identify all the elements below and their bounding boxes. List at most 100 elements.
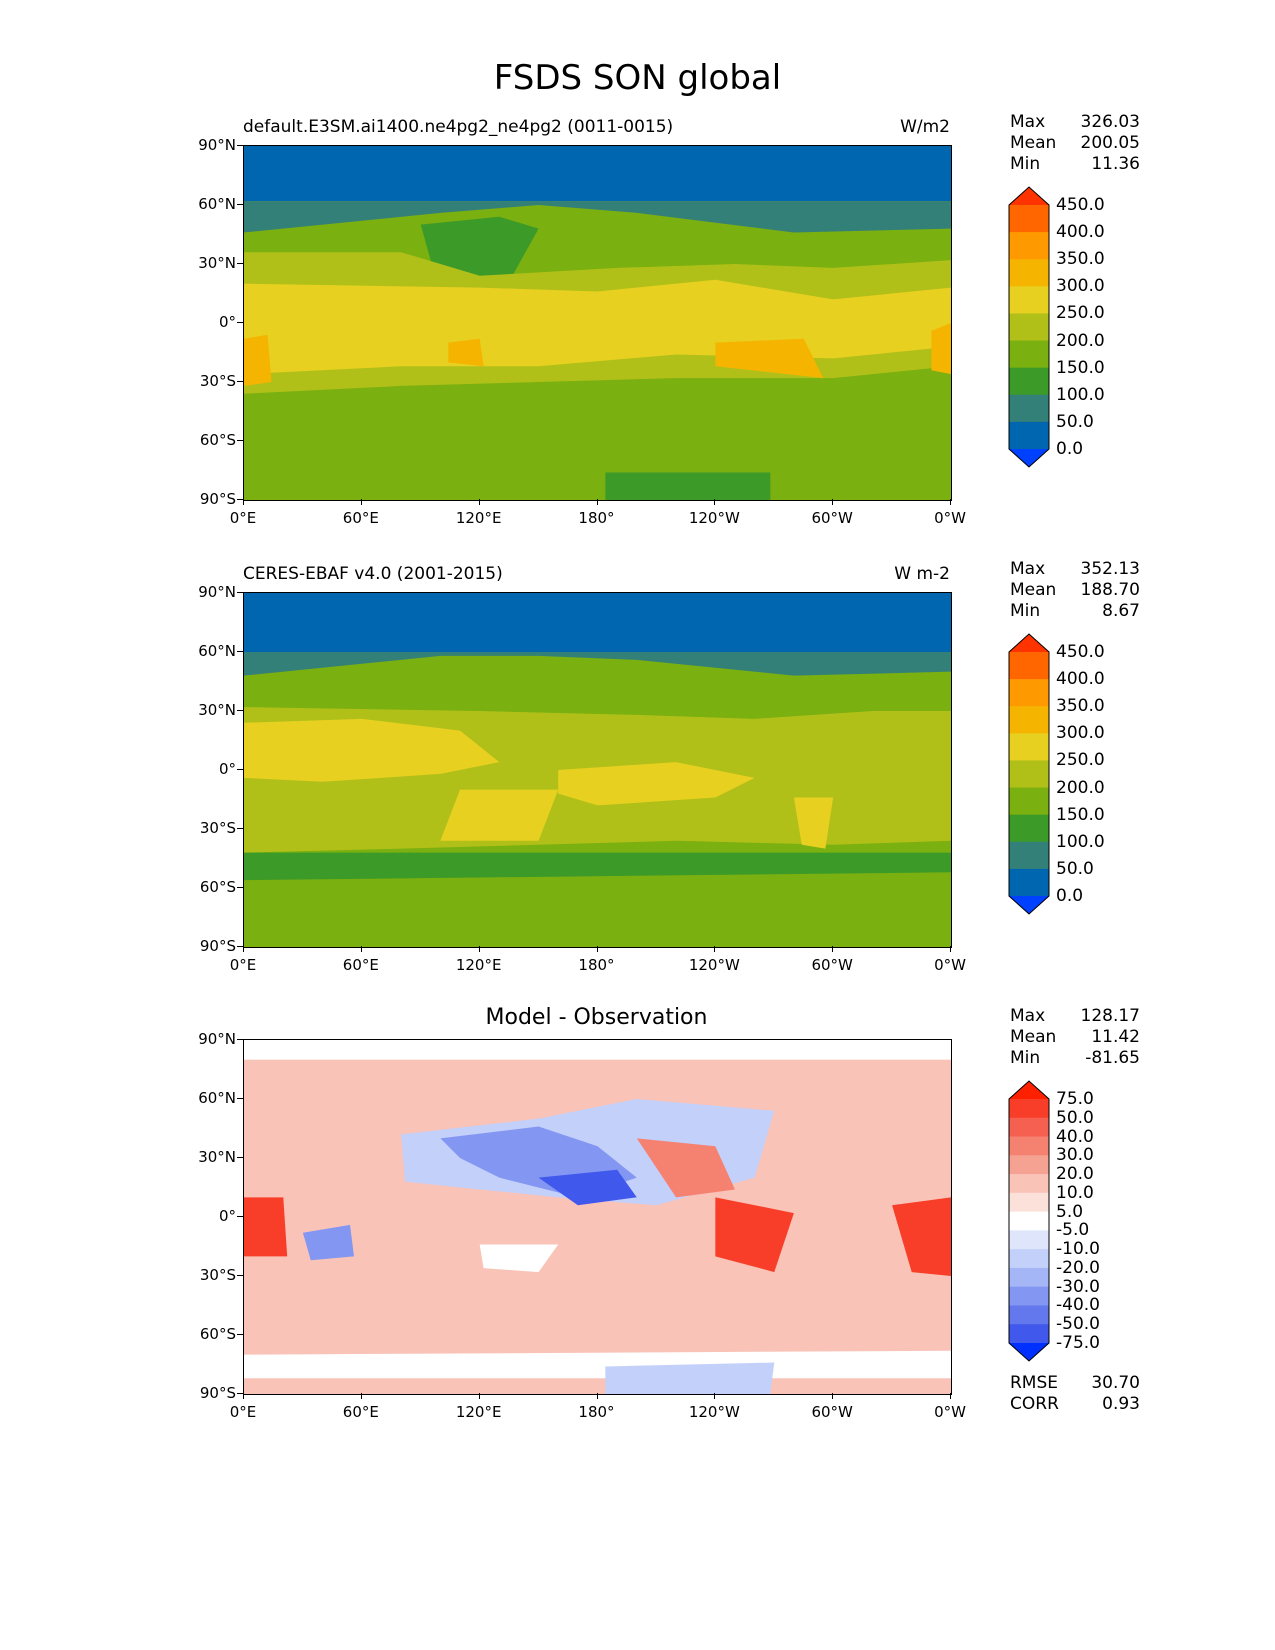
lat-tick-label: 0° xyxy=(218,313,236,331)
stat-max: Max 352.13 xyxy=(1010,559,1140,579)
colorbar-extend-max xyxy=(1009,187,1049,205)
lat-tick-label: 60°S xyxy=(199,1325,236,1343)
colorbar-label: 50.0 xyxy=(1056,411,1094,432)
lat-tick-label: 30°S xyxy=(199,1266,236,1284)
colorbar-label: 150.0 xyxy=(1056,804,1105,825)
lon-tick-label: 60°E xyxy=(342,509,379,527)
colorbar-extend-max xyxy=(1009,634,1049,652)
colorbar-segment xyxy=(1009,706,1049,734)
colorbar-label: 150.0 xyxy=(1056,357,1105,378)
colorbar-outline xyxy=(1008,633,1050,915)
lon-tick-label: 0°W xyxy=(934,1403,966,1421)
colorbar-label: -10.0 xyxy=(1056,1239,1100,1260)
colorbar-extend-min xyxy=(1009,449,1049,467)
lon-tick-mark xyxy=(243,499,244,505)
colorbar-label: 100.0 xyxy=(1056,831,1105,852)
lon-tick-mark xyxy=(478,946,480,952)
colorbar-segment xyxy=(1009,1249,1049,1269)
lon-tick-label: 0°E xyxy=(229,1403,257,1421)
lat-tick-mark xyxy=(237,499,243,500)
lon-tick-label: 120°W xyxy=(688,956,740,974)
lat-tick-mark xyxy=(237,1334,243,1335)
lon-tick-mark xyxy=(478,1393,480,1399)
colorbar-segment xyxy=(1009,841,1049,870)
lat-tick-mark xyxy=(237,1098,243,1099)
lon-tick-mark xyxy=(360,499,362,505)
colorbar-label: 300.0 xyxy=(1056,276,1105,297)
lon-tick-label: 60°W xyxy=(811,509,853,527)
map-model xyxy=(243,145,952,501)
lon-tick-mark xyxy=(243,946,244,952)
stat-mean: Mean 11.42 xyxy=(1010,1027,1140,1047)
colorbar-segment xyxy=(1009,1324,1049,1344)
colorbar-segment xyxy=(1009,1267,1049,1288)
lon-tick-mark xyxy=(360,1393,362,1399)
colorbar-outline xyxy=(1008,1080,1050,1362)
panel-title: default.E3SM.ai1400.ne4pg2_ne4pg2 (0011-… xyxy=(243,117,674,137)
stat-mean: Mean 188.70 xyxy=(1010,580,1140,600)
lat-tick-label: 30°S xyxy=(199,819,236,837)
colorbar-label: 0.0 xyxy=(1056,886,1084,906)
colorbar-segment xyxy=(1009,1230,1049,1250)
colorbar-segment xyxy=(1009,1286,1049,1306)
stat-mean: Mean 200.05 xyxy=(1010,133,1140,153)
colorbar-segment xyxy=(1009,259,1049,287)
stat-max: Max 326.03 xyxy=(1010,112,1140,132)
lat-tick-mark xyxy=(237,1393,243,1394)
lon-tick-label: 180° xyxy=(578,509,615,527)
lon-tick-mark xyxy=(832,499,834,505)
lat-tick-label: 30°S xyxy=(199,372,236,390)
colorbar-segment xyxy=(1009,1117,1049,1138)
colorbar-segment xyxy=(1009,760,1049,789)
lat-tick-label: 30°N xyxy=(198,1148,236,1166)
lon-tick-mark xyxy=(478,499,480,505)
lat-tick-mark xyxy=(237,381,243,382)
colorbar-segment xyxy=(1009,340,1049,369)
stat-min: Min 8.67 xyxy=(1010,601,1140,621)
stat-corr: CORR 0.93 xyxy=(1010,1394,1140,1414)
colorbar-segment xyxy=(1009,1155,1049,1175)
lon-tick-mark xyxy=(950,946,951,952)
colorbar-svg xyxy=(1008,633,1050,915)
lat-tick-label: 90°S xyxy=(199,490,236,508)
lat-tick-mark xyxy=(237,887,243,888)
colorbar-segment xyxy=(1009,733,1049,761)
colorbar-segment xyxy=(1009,394,1049,423)
colorbar-segment xyxy=(1009,205,1049,233)
lat-tick-mark xyxy=(237,204,243,205)
lat-tick-mark xyxy=(237,322,243,323)
lon-tick-label: 180° xyxy=(578,1403,615,1421)
map-difference xyxy=(243,1039,952,1395)
colorbar-svg xyxy=(1008,1080,1050,1362)
colorbar-label: 0.0 xyxy=(1056,439,1084,459)
colorbar-segment xyxy=(1009,313,1049,342)
colorbar-segment xyxy=(1009,679,1049,707)
colorbar-extend-min xyxy=(1009,1343,1049,1361)
colorbar-label: 450.0 xyxy=(1056,195,1105,215)
lat-tick-label: 90°N xyxy=(198,136,236,154)
colorbar-segment xyxy=(1009,1099,1049,1119)
colorbar-segment xyxy=(1009,652,1049,680)
colorbar-segment xyxy=(1009,814,1049,843)
lat-tick-label: 30°N xyxy=(198,701,236,719)
lat-tick-label: 30°N xyxy=(198,254,236,272)
colorbar-label: 400.0 xyxy=(1056,669,1105,690)
lat-tick-label: 60°S xyxy=(199,431,236,449)
lon-tick-mark xyxy=(596,946,598,952)
lon-tick-label: 0°W xyxy=(934,956,966,974)
colorbar-segment xyxy=(1009,367,1049,396)
panel-center-title: Model - Observation xyxy=(485,1005,708,1030)
lat-tick-mark xyxy=(237,828,243,829)
lon-tick-mark xyxy=(714,946,716,952)
map-observation xyxy=(243,592,952,948)
stat-min: Min -81.65 xyxy=(1010,1048,1140,1068)
lat-tick-label: 60°N xyxy=(198,1089,236,1107)
lon-tick-mark xyxy=(596,499,598,505)
units-label: W m-2 xyxy=(894,564,950,584)
colorbar-label: 100.0 xyxy=(1056,384,1105,405)
colorbar-label: 20.0 xyxy=(1056,1164,1094,1185)
lat-tick-label: 60°N xyxy=(198,195,236,213)
units-label: W/m2 xyxy=(900,117,950,137)
colorbar-label: -20.0 xyxy=(1056,1257,1100,1278)
lon-tick-mark xyxy=(950,1393,951,1399)
